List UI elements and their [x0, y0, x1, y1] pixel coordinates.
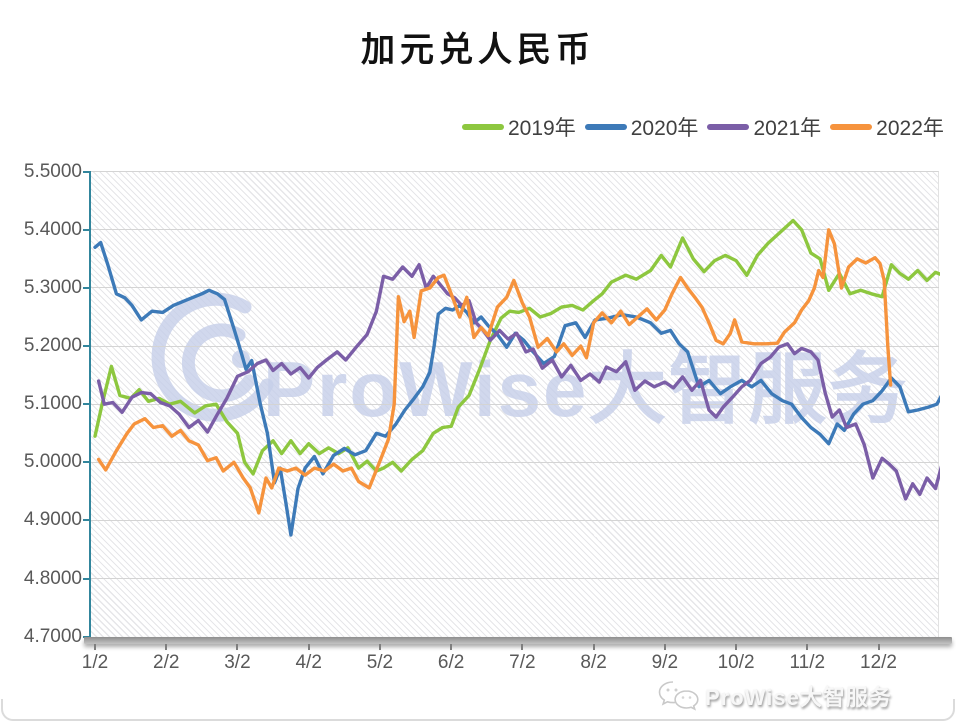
y-tick: [83, 519, 90, 522]
y-tick: [83, 577, 90, 580]
x-axis-label: 3/2: [224, 652, 251, 673]
gridline-4.8000: [91, 578, 939, 580]
y-axis-label: 5.0000: [23, 451, 82, 473]
y-tick: [83, 635, 90, 638]
legend-swatch: [707, 124, 750, 130]
card-bottom-border: [1, 699, 955, 721]
x-axis-label: 1/2: [81, 652, 109, 673]
legend-swatch: [584, 124, 627, 130]
legend: 2019年 2020年 2021年 2022年: [462, 112, 953, 142]
y-axis-line: [89, 171, 91, 638]
legend-swatch: [830, 124, 873, 130]
x-axis-label: 12/2: [860, 652, 897, 673]
legend-item-2019年: 2019年: [462, 112, 576, 142]
legend-swatch: [462, 124, 504, 130]
legend-label: 2022年: [876, 117, 944, 140]
y-axis-label: 5.5000: [23, 160, 82, 182]
legend-label: 2021年: [753, 117, 822, 140]
x-tick: [378, 644, 381, 650]
y-tick: [83, 170, 90, 173]
legend-label: 2019年: [508, 117, 576, 140]
x-tick: [663, 644, 666, 650]
y-axis-label: 4.9000: [23, 509, 82, 531]
y-axis-label: 5.4000: [23, 218, 82, 240]
x-axis-label: 6/2: [437, 652, 465, 673]
wechat-icon: [658, 681, 699, 711]
y-tick: [83, 403, 90, 406]
gridline-5.0000: [91, 461, 939, 463]
gridline-5.2000: [91, 345, 939, 347]
legend-item-2021年: 2021年: [707, 112, 821, 142]
y-axis-label: 4.8000: [23, 567, 82, 589]
y-tick: [83, 228, 90, 231]
brand-footer: ProWise大智服务: [658, 680, 892, 712]
x-tick: [236, 644, 239, 650]
x-tick: [450, 644, 453, 650]
x-axis-label: 5/2: [366, 652, 394, 673]
y-tick: [83, 345, 90, 348]
y-axis-label: 5.2000: [23, 335, 82, 357]
y-tick: [83, 461, 90, 464]
x-tick: [165, 644, 168, 650]
x-tick: [735, 644, 738, 650]
gridline-5.1000: [91, 403, 939, 405]
x-axis-label: 4/2: [295, 652, 322, 673]
y-axis-label: 4.7000: [23, 625, 82, 647]
legend-item-2020年: 2020年: [584, 112, 699, 142]
x-axis-label: 9/2: [651, 652, 679, 673]
legend-label: 2020年: [630, 117, 699, 140]
x-axis-label: 8/2: [580, 652, 607, 673]
x-tick: [307, 644, 310, 650]
gridline-4.9000: [91, 519, 939, 521]
x-axis-label: 2/2: [153, 652, 180, 673]
gridline-5.3000: [91, 287, 939, 289]
x-tick: [877, 644, 880, 650]
x-tick: [806, 644, 809, 650]
x-axis-line: [84, 637, 952, 644]
y-tick: [83, 286, 90, 289]
x-axis-label: 10/2: [717, 652, 755, 673]
brand-text: ProWise大智服务: [705, 685, 892, 710]
chart-title: 加元兑人民币: [361, 32, 595, 69]
y-axis-label: 5.1000: [23, 393, 82, 415]
gridline-5.4000: [91, 229, 939, 231]
legend-item-2022年: 2022年: [830, 112, 944, 142]
x-axis-label: 11/2: [789, 652, 826, 673]
x-axis-label: 7/2: [509, 652, 536, 673]
x-tick: [94, 644, 96, 650]
x-tick: [592, 644, 595, 650]
y-axis-label: 5.3000: [23, 276, 82, 298]
x-tick: [521, 644, 524, 650]
